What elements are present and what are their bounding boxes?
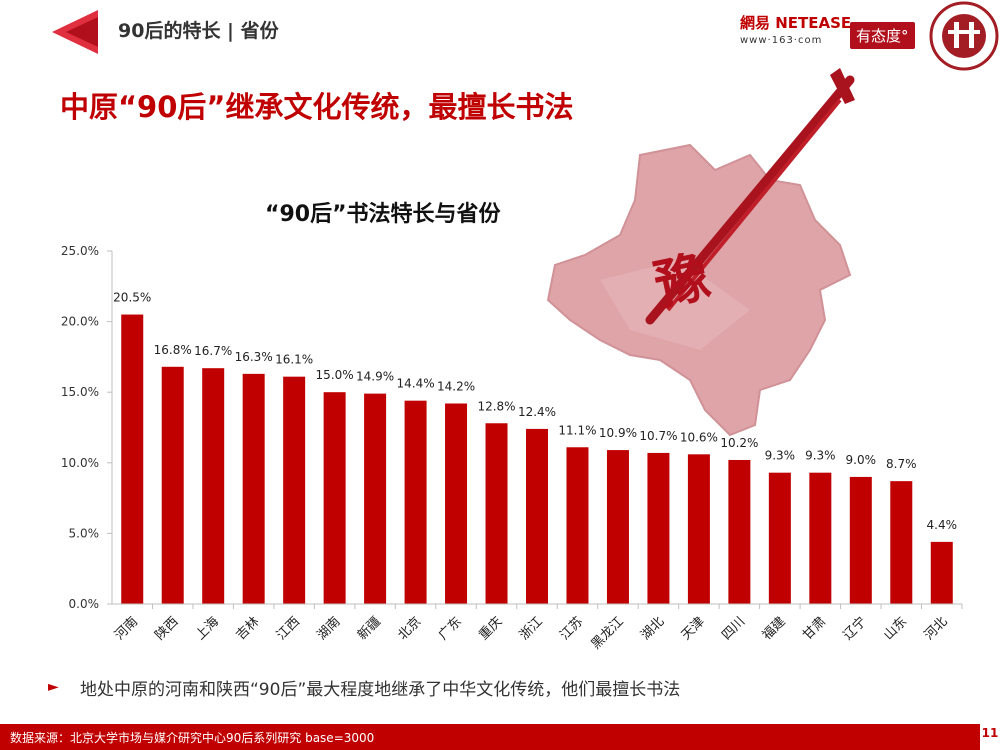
- x-tick-label: 河北: [922, 614, 951, 643]
- chart-title: “90后”书法特长与省份: [265, 202, 501, 227]
- x-tick-label: 辽宁: [840, 614, 870, 644]
- data-label: 20.5%: [113, 291, 151, 305]
- y-tick-label: 20.0%: [61, 315, 99, 329]
- data-label: 9.0%: [846, 453, 877, 467]
- bar: [242, 373, 265, 604]
- section-label: 90后的特长 | 省份: [118, 20, 279, 42]
- data-label: 9.3%: [805, 449, 836, 463]
- x-tick-label: 湖南: [314, 614, 344, 644]
- bars: 20.5% 16.8% 16.7% 16.3% 16.1%15.0% 14.9%14.4%…: [113, 291, 957, 604]
- bar: [647, 452, 670, 604]
- netease-url: www·163·com: [740, 35, 823, 46]
- bar: [849, 476, 872, 604]
- data-label: 10.7%: [639, 429, 677, 443]
- bar: [768, 472, 791, 604]
- y-axis: 0.0% 5.0% 10.0% 15.0% 20.0% 25.0%: [61, 244, 113, 611]
- x-tick-label: 河南: [111, 614, 141, 644]
- bar: [526, 428, 548, 604]
- y-tick-label: 15.0%: [61, 385, 99, 399]
- source-note: 数据来源：北京大学市场与媒介研究中心90后系列研究 base=3000: [10, 731, 375, 745]
- bar: [283, 376, 306, 604]
- bar: [161, 366, 184, 604]
- x-tick-label: 山东: [881, 614, 910, 643]
- x-tick-label: 四川: [719, 614, 748, 643]
- x-tick-label: 湖北: [638, 614, 667, 643]
- bar: [445, 403, 468, 604]
- x-tick-label: 江苏: [557, 614, 587, 644]
- bar: [404, 400, 427, 604]
- map-character: 豫: [649, 244, 715, 318]
- x-tick-label: 北京: [395, 614, 424, 643]
- bar: [566, 447, 589, 604]
- y-tick-label: 10.0%: [61, 456, 99, 470]
- youtaidu-badge: 有态度°: [850, 22, 915, 49]
- bullet-icon: ►: [48, 679, 59, 695]
- x-tick-label: 黑龙江: [589, 614, 627, 652]
- bar: [202, 368, 225, 604]
- page-number: 11: [981, 726, 999, 740]
- netease-logo: 網易 NETEASE: [740, 14, 852, 32]
- bar: [485, 423, 508, 604]
- bar: [930, 541, 953, 604]
- bar: [364, 393, 387, 604]
- footer-bar: [0, 724, 980, 750]
- data-label: 11.1%: [558, 423, 596, 437]
- x-tick-label: 广东: [436, 614, 465, 643]
- y-tick-label: 0.0%: [69, 597, 100, 611]
- data-label: 12.8%: [477, 399, 515, 413]
- bar: [687, 454, 710, 604]
- y-tick-label: 25.0%: [61, 244, 99, 258]
- university-seal-icon: [929, 1, 999, 71]
- x-tick-label: 天津: [679, 614, 708, 643]
- data-label: 14.9%: [356, 370, 394, 384]
- data-label: 9.3%: [765, 449, 796, 463]
- x-tick-label: 新疆: [354, 614, 384, 644]
- summary-text: 地处中原的河南和陕西“90后”最大程度地继承了中华文化传统，他们最擅长书法: [80, 680, 681, 700]
- henan-map-icon: 豫: [546, 68, 855, 437]
- bar: [809, 472, 832, 604]
- bar: [890, 481, 913, 604]
- data-label: 16.8%: [154, 343, 192, 357]
- x-tick-label: 上海: [193, 614, 222, 643]
- data-label: 8.7%: [886, 457, 917, 471]
- x-tick-label: 浙江: [517, 614, 546, 643]
- data-label: 15.0%: [316, 368, 354, 382]
- data-label: 16.7%: [194, 344, 232, 358]
- x-tick-label: 陕西: [153, 614, 182, 643]
- bar: [606, 450, 629, 604]
- y-tick-label: 5.0%: [69, 526, 100, 540]
- data-label: 4.4%: [927, 518, 958, 532]
- data-label: 16.1%: [275, 353, 313, 367]
- data-label: 14.4%: [397, 377, 435, 391]
- x-tick-label: 甘肃: [800, 614, 829, 643]
- x-tick-label: 吉林: [233, 614, 262, 643]
- data-label: 16.3%: [235, 350, 273, 364]
- x-tick-label: 江西: [274, 614, 303, 643]
- x-axis: 河南 陕西 上海 吉林 江西 湖南 新疆 北京 广东 重庆 浙江 江苏 黑龙江 湖北 天津 四川 福建 甘肃 辽宁山…: [111, 603, 963, 652]
- x-tick-label: 重庆: [476, 614, 506, 644]
- data-label: 10.6%: [680, 430, 718, 444]
- bar-chart: 0.0%5.0%10.0%15.0%20.0%25.0% 20.5%16.8% 1…: [61, 244, 963, 652]
- x-tick-label: 福建: [760, 614, 789, 643]
- bar: [323, 392, 346, 604]
- bar: [121, 314, 144, 604]
- data-label: 12.4%: [518, 405, 556, 419]
- bar: [728, 459, 751, 604]
- data-label: 10.9%: [599, 426, 637, 440]
- page-title: 中原“90后”继承文化传统，最擅长书法: [60, 90, 574, 124]
- data-label: 10.2%: [720, 436, 758, 450]
- header-arrow-icon: [52, 10, 98, 54]
- data-label: 14.2%: [437, 379, 475, 393]
